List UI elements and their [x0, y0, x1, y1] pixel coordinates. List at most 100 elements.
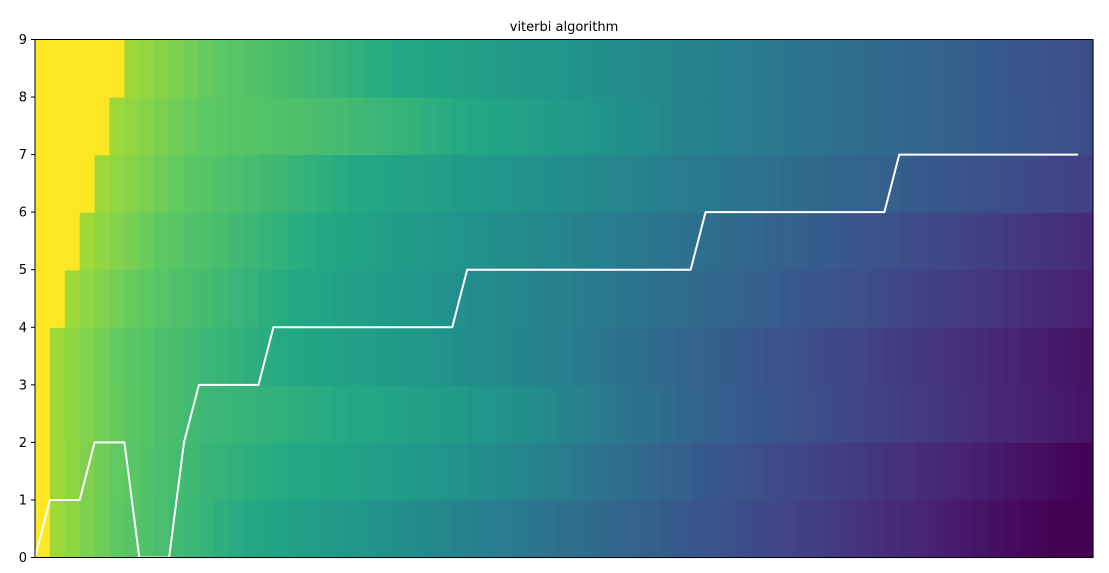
heatmap-cell	[958, 97, 975, 156]
heatmap-cell	[526, 442, 543, 501]
heatmap-cell	[154, 97, 170, 156]
heatmap-cell	[35, 269, 51, 328]
heatmap-cell	[407, 269, 424, 328]
heatmap-cell	[452, 39, 468, 98]
heatmap-cell	[765, 269, 781, 328]
heatmap-cell	[824, 269, 841, 328]
heatmap-cell	[616, 154, 632, 213]
heatmap-cell	[794, 212, 811, 271]
heatmap-cell	[318, 154, 334, 213]
heatmap-cell	[601, 327, 617, 386]
heatmap-cell	[437, 499, 453, 559]
heatmap-cell	[303, 327, 319, 386]
heatmap-cell	[854, 442, 871, 501]
heatmap-cell	[556, 212, 573, 271]
heatmap-cell	[362, 327, 379, 386]
viterbi-path-layer	[34, 153, 1079, 559]
heatmap-cell	[64, 442, 81, 501]
heatmap-cell	[988, 442, 1005, 501]
heatmap-cell	[109, 442, 126, 501]
heatmap-cell	[228, 97, 245, 156]
heatmap-cell	[79, 269, 96, 328]
heatmap-cell	[467, 39, 483, 98]
heatmap-cell	[645, 269, 662, 328]
heatmap-cell	[452, 327, 468, 386]
heatmap-cell	[1003, 384, 1020, 443]
heatmap-cell	[213, 39, 230, 98]
heatmap-cell	[839, 269, 856, 328]
heatmap-cell	[1063, 39, 1079, 98]
heatmap-cell	[482, 39, 498, 98]
heatmap-cell	[929, 442, 945, 501]
heatmap-cell	[303, 39, 319, 98]
heatmap-cell	[884, 499, 900, 559]
heatmap-cell	[571, 154, 587, 213]
heatmap-cell	[49, 442, 66, 501]
heatmap-cell	[943, 269, 960, 328]
heatmap-cell	[824, 97, 841, 156]
heatmap-cell	[556, 154, 573, 213]
y-tick-label: 0	[19, 551, 27, 566]
heatmap-cell	[362, 269, 379, 328]
heatmap-cell	[258, 384, 275, 443]
heatmap-cell	[392, 442, 409, 501]
heatmap-cell	[526, 39, 543, 98]
heatmap-cell	[482, 154, 498, 213]
heatmap-cell	[794, 269, 811, 328]
heatmap-cell	[914, 154, 930, 213]
heatmap-cell	[631, 212, 647, 271]
heatmap-cell	[139, 97, 155, 156]
heatmap-cell	[228, 442, 245, 501]
heatmap-cell	[616, 97, 632, 156]
heatmap-cell	[198, 154, 215, 213]
heatmap-cell	[750, 327, 766, 386]
heatmap-cell	[824, 39, 841, 98]
y-tick-label: 2	[19, 436, 27, 451]
heatmap-cell	[467, 499, 483, 559]
heatmap-cell	[49, 97, 66, 156]
heatmap-cell	[854, 327, 871, 386]
heatmap-cell	[958, 384, 975, 443]
heatmap-cell	[35, 327, 51, 386]
heatmap-cell	[705, 154, 722, 213]
heatmap-cell	[660, 212, 677, 271]
heatmap-cell	[511, 269, 528, 328]
heatmap-cell	[616, 499, 632, 559]
heatmap-cell	[258, 442, 275, 501]
heatmap-cell	[273, 212, 289, 271]
heatmap-cell	[1048, 269, 1064, 328]
heatmap-cell	[318, 442, 334, 501]
heatmap-cell	[392, 97, 409, 156]
heatmap-cell	[377, 154, 394, 213]
heatmap-cell	[496, 384, 513, 443]
heatmap-cell	[347, 442, 364, 501]
heatmap-cell	[109, 384, 126, 443]
heatmap-cell	[1033, 499, 1049, 559]
heatmap-cell	[79, 212, 96, 271]
heatmap-cell	[169, 442, 185, 501]
heatmap-cell	[988, 97, 1005, 156]
heatmap-cell	[422, 327, 438, 386]
y-axis: 0 1 2 3 4 5 6 7 8 9	[19, 33, 35, 566]
heatmap-cell	[914, 327, 930, 386]
heatmap-cell	[467, 327, 483, 386]
heatmap-cell	[541, 442, 558, 501]
heatmap-cell	[958, 327, 975, 386]
heatmap-cell	[94, 269, 111, 328]
heatmap-cell	[943, 384, 960, 443]
heatmap-cell	[690, 499, 707, 559]
heatmap-cell	[1078, 327, 1094, 386]
heatmap-cell	[362, 499, 379, 559]
heatmap-cell	[884, 269, 900, 328]
heatmap-cell	[958, 499, 975, 559]
heatmap-cell	[1018, 97, 1034, 156]
y-tick-label: 5	[19, 263, 27, 278]
heatmap-cell	[690, 39, 707, 98]
heatmap-cell	[482, 327, 498, 386]
heatmap-cell	[541, 154, 558, 213]
heatmap-cell	[720, 269, 736, 328]
heatmap-cell	[809, 384, 826, 443]
heatmap-cell	[780, 442, 796, 501]
heatmap-cell	[824, 212, 841, 271]
heatmap-cell	[601, 384, 617, 443]
